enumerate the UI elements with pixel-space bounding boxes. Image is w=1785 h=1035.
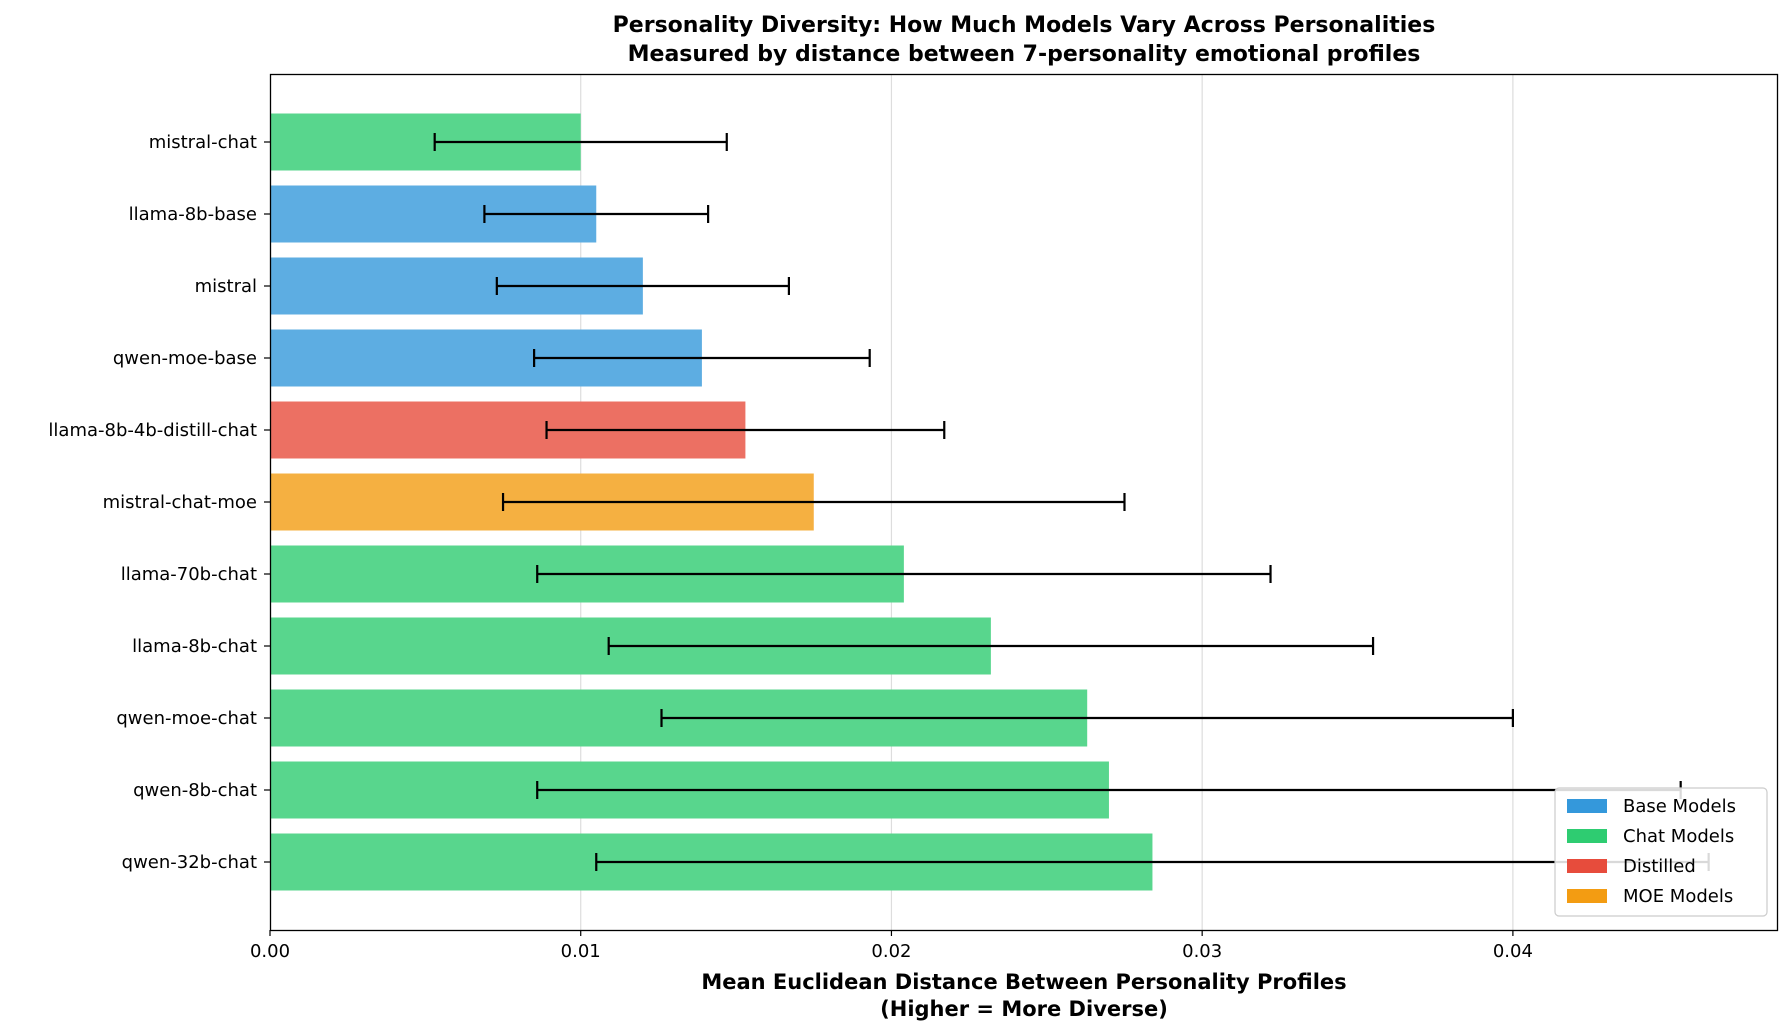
x-tick-label: 0.01 (561, 941, 601, 962)
chart-subtitle: Measured by distance between 7-personali… (628, 42, 1421, 67)
x-tick-label: 0.00 (250, 941, 290, 962)
y-tick-label: qwen-moe-chat (116, 708, 257, 729)
y-tick-label: llama-8b-chat (132, 636, 257, 657)
error-bar-mistral-chat (433, 133, 728, 151)
legend-box (1554, 787, 1768, 917)
legend-swatch (1567, 829, 1607, 843)
legend-swatch (1567, 889, 1607, 903)
x-tick-label: 0.04 (1493, 941, 1533, 962)
y-tick-label: llama-70b-chat (121, 564, 257, 585)
y-tick-label: qwen-8b-chat (133, 780, 257, 801)
error-bar-qwen-moe-chat (660, 709, 1514, 727)
error-bar-llama-8b-chat (607, 637, 1375, 655)
y-tick-label: llama-8b-4b-distill-chat (48, 420, 257, 441)
y-tick-label: mistral (195, 276, 257, 297)
legend-item-chat: Chat Models (1567, 826, 1734, 847)
error-bar-llama-8b-4b-distill-chat (545, 421, 946, 439)
error-bar-mistral-chat-moe (501, 493, 1126, 511)
plot-frame (269, 73, 1779, 932)
legend-label: Base Models (1623, 796, 1736, 817)
legend-item-base: Base Models (1567, 796, 1736, 817)
legend-label: Chat Models (1623, 826, 1734, 847)
y-tick-label: mistral-chat-moe (103, 492, 257, 513)
y-tick-label: qwen-32b-chat (122, 852, 257, 873)
y-tick-label: llama-8b-base (129, 204, 257, 225)
error-bar-llama-70b-chat (536, 565, 1272, 583)
legend-swatch (1567, 859, 1607, 873)
x-tick-label: 0.03 (1182, 941, 1222, 962)
legend-swatch (1567, 799, 1607, 813)
x-tick-label: 0.02 (871, 941, 911, 962)
legend-item-distilled: Distilled (1567, 856, 1696, 877)
x-axis-label-note: (Higher = More Diverse) (880, 997, 1168, 1021)
x-axis-label: Mean Euclidean Distance Between Personal… (701, 970, 1346, 994)
error-bar-llama-8b-base (483, 205, 710, 223)
error-bars (433, 133, 1710, 871)
error-bar-qwen-moe-base (533, 349, 871, 367)
x-axis-ticks: 0.00 0.01 0.02 0.03 0.04 (250, 930, 1533, 962)
legend-item-moe: MOE Models (1567, 886, 1733, 907)
legend-label: MOE Models (1623, 886, 1733, 907)
error-bar-mistral (495, 277, 791, 295)
legend: Base Models Chat Models Distilled MOE Model… (1554, 787, 1768, 917)
y-tick-label: qwen-moe-base (113, 348, 257, 369)
chart-title: Personality Diversity: How Much Models V… (613, 13, 1436, 38)
y-axis-ticks: mistral-chat llama-8b-base mistral qwen-moe… (48, 132, 270, 873)
legend-label: Distilled (1623, 856, 1696, 877)
y-tick-label: mistral-chat (149, 132, 257, 153)
